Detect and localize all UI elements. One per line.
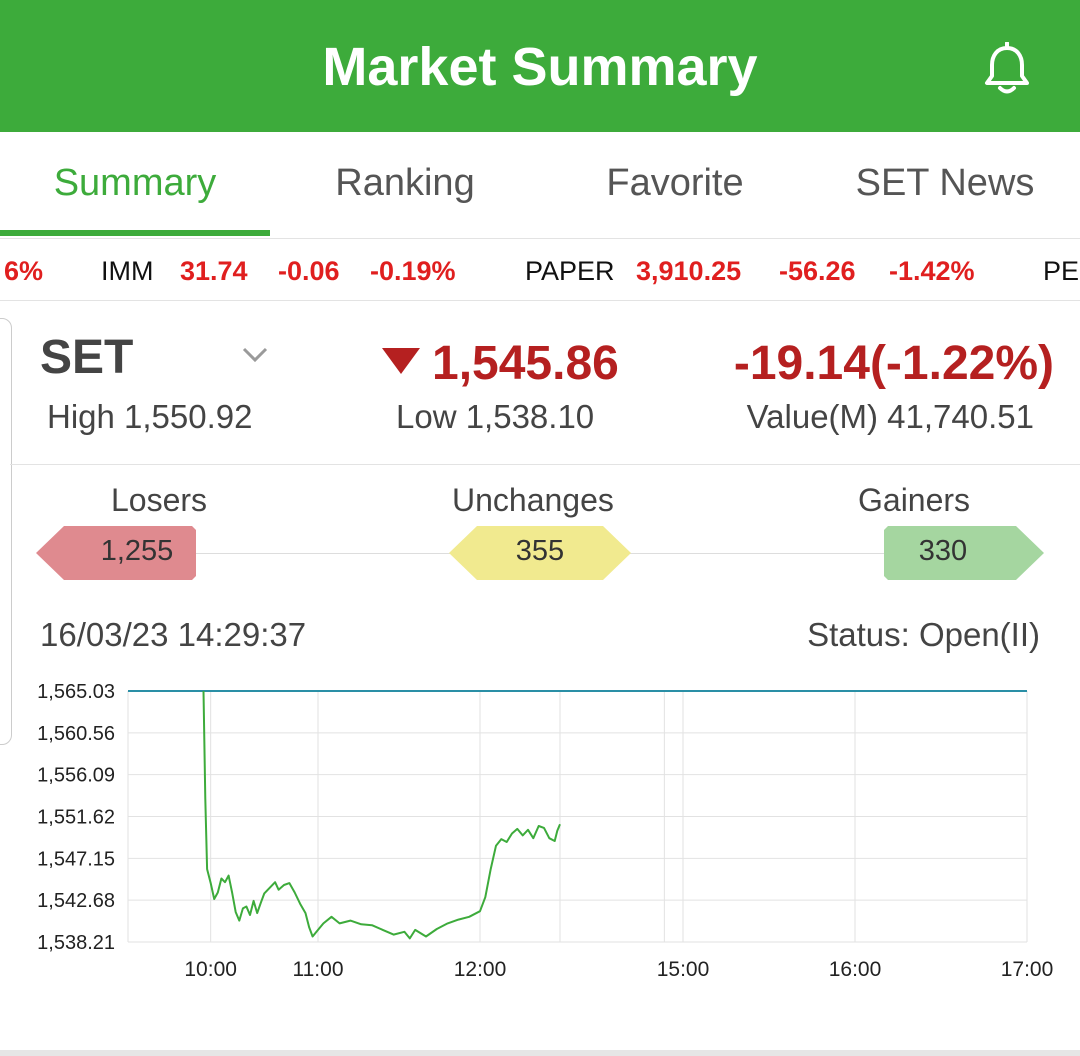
ticker-change: -0.06 <box>278 256 340 286</box>
y-tick-label: 1,551.62 <box>37 807 115 829</box>
y-tick-label: 1,547.15 <box>37 848 115 870</box>
index-value: 1,545.86 <box>432 337 619 390</box>
losers-label: Losers <box>111 482 208 518</box>
ticker-symbol[interactable]: IMM <box>101 256 154 286</box>
y-tick-label: 1,565.03 <box>37 681 115 703</box>
losers-badge <box>36 526 196 580</box>
ticker-percent: -1.42% <box>889 256 975 286</box>
tab-summary[interactable]: Summary <box>53 162 217 204</box>
x-tick-label: 15:00 <box>657 958 710 981</box>
market-status: Status: Open(II) <box>807 616 1040 653</box>
index-high: High 1,550.92 <box>47 398 253 435</box>
losers-count: 1,255 <box>100 535 174 567</box>
series-line <box>202 690 561 940</box>
unchanges-badge <box>449 526 631 580</box>
app-header: Market Summary <box>0 0 1080 132</box>
y-tick-label: 1,560.56 <box>37 723 115 745</box>
index-low: Low 1,538.10 <box>396 398 595 435</box>
bottom-bar <box>0 1050 1080 1056</box>
active-tab-indicator <box>0 230 270 236</box>
unchanges-count: 355 <box>515 535 565 567</box>
divider <box>10 464 1080 465</box>
gainers-label: Gainers <box>858 482 971 518</box>
page-title: Market Summary <box>322 37 758 97</box>
timestamp: 16/03/23 14:29:37 <box>40 616 307 653</box>
tab-set-news[interactable]: SET News <box>855 162 1035 204</box>
tab-favorite[interactable]: Favorite <box>606 162 744 204</box>
ticker-change: -56.26 <box>779 256 856 286</box>
index-name[interactable]: SET <box>40 331 134 384</box>
x-tick-label: 17:00 <box>1001 958 1054 981</box>
ticker-percent: -0.19% <box>370 256 456 286</box>
gainers-badge <box>884 526 1044 580</box>
x-tick-label: 16:00 <box>829 958 882 981</box>
ticker-strip[interactable]: 6% IMM 31.74 -0.06 -0.19% PAPER 3,910.25… <box>0 238 1080 301</box>
ticker-fragment: 6% <box>4 256 44 286</box>
unchanges-label: Unchanges <box>452 482 614 518</box>
ticker-last: 3,910.25 <box>636 256 742 286</box>
index-change: -19.14(-1.22%) <box>733 337 1054 390</box>
ticker-symbol[interactable]: PAPER <box>525 256 615 286</box>
gainers-count: 330 <box>918 535 968 567</box>
tab-ranking[interactable]: Ranking <box>335 162 475 204</box>
bell-icon[interactable] <box>982 42 1032 96</box>
x-tick-label: 12:00 <box>454 958 507 981</box>
index-value-m: Value(M) 41,740.51 <box>746 398 1034 435</box>
ticker-fragment: PE <box>1043 256 1080 286</box>
y-tick-label: 1,538.21 <box>37 932 115 954</box>
ticker-last: 31.74 <box>180 256 248 286</box>
y-tick-label: 1,542.68 <box>37 890 115 912</box>
tab-bar: Summary Ranking Favorite SET News <box>0 132 1080 239</box>
chevron-down-icon[interactable] <box>242 346 268 364</box>
x-tick-label: 10:00 <box>184 958 237 981</box>
x-tick-label: 11:00 <box>293 958 344 981</box>
intraday-chart[interactable]: 1,565.03 1,560.56 1,556.09 1,551.62 1,547.15… <box>0 670 1080 990</box>
y-tick-label: 1,556.09 <box>37 765 115 787</box>
down-arrow-icon <box>382 348 420 374</box>
